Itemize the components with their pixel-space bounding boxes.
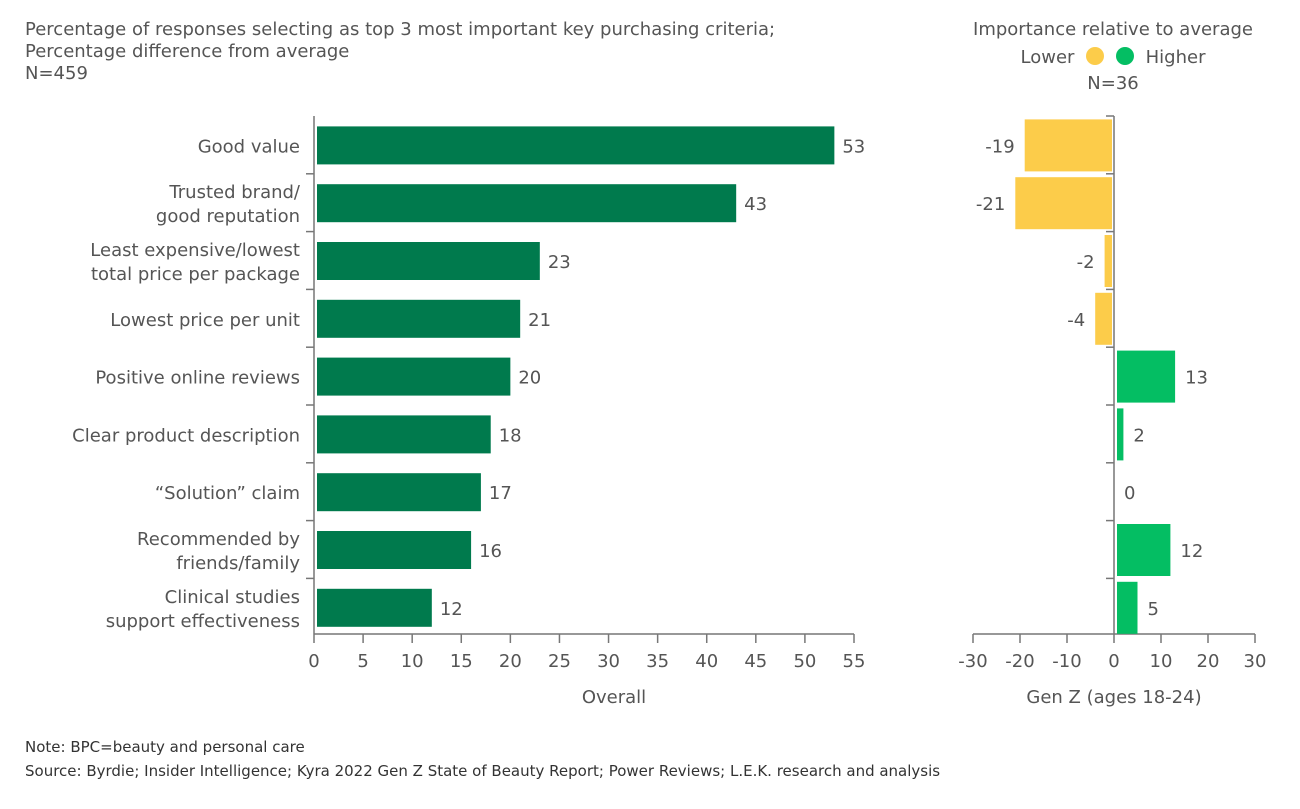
gen-z-bar-value: -2 [1077, 252, 1095, 273]
category-label: friends/family [176, 553, 300, 574]
left-header: Percentage of responses selecting as top… [25, 19, 775, 85]
overall-bar [317, 242, 540, 280]
footer-note: Note: BPC=beauty and personal care [25, 738, 305, 756]
gen-z-bar-value: -4 [1067, 310, 1085, 331]
gen-z-bar-lower [1015, 177, 1112, 230]
category-label: “Solution” claim [155, 483, 300, 504]
left-header-line2: Percentage difference from average [25, 41, 350, 62]
gen-z-bar-value: -21 [976, 194, 1005, 215]
right-x-tick-label: 0 [1108, 651, 1119, 672]
left-x-tick-label: 5 [357, 651, 368, 672]
category-label: Positive online reviews [95, 368, 300, 389]
gen-z-bar-lower [1104, 235, 1112, 287]
gen-z-bar-lower [1024, 119, 1112, 172]
left-x-tick-label: 55 [843, 651, 866, 672]
gen-z-bar-value: 13 [1185, 368, 1208, 389]
legend: Lower Higher [940, 47, 1286, 69]
category-label: Clear product description [72, 425, 300, 446]
left-x-tick-label: 15 [450, 651, 473, 672]
overall-bar [317, 473, 481, 512]
overall-bar-value: 16 [479, 541, 502, 562]
right-header-n: N=36 [1087, 73, 1139, 94]
overall-bar [317, 357, 511, 396]
overall-bar-value: 18 [499, 425, 522, 446]
right-x-tick-label: -30 [958, 651, 987, 672]
overall-bar-value: 20 [518, 368, 541, 389]
overall-bar-value: 53 [842, 136, 865, 157]
overall-bar [317, 588, 432, 627]
category-label: Good value [198, 136, 300, 157]
gen-z-bar-lower [1095, 292, 1112, 345]
legend-lower-dot [1086, 47, 1105, 65]
category-label: Least expensive/lowest [90, 240, 300, 261]
right-x-tick-label: -10 [1052, 651, 1081, 672]
footer-source: Source: Byrdie; Insider Intelligence; Ky… [25, 762, 941, 780]
overall-bar [317, 531, 472, 569]
overall-bar-value: 21 [528, 310, 551, 331]
category-label: Clinical studies [165, 587, 300, 608]
gen-z-bar-higher [1117, 581, 1138, 634]
left-x-axis-label: Overall [582, 687, 646, 708]
gen-z-bar-value: -19 [985, 136, 1014, 157]
right-header: Importance relative to average Lower Hig… [940, 19, 1286, 95]
overall-bar-value: 43 [744, 194, 767, 215]
category-label: Trusted brand/ [168, 182, 301, 203]
legend-higher-label: Higher [1145, 47, 1206, 68]
left-header-line1: Percentage of responses selecting as top… [25, 19, 776, 40]
gen-z-bar-higher [1117, 524, 1171, 576]
right-x-tick-label: 30 [1244, 651, 1267, 672]
overall-bar [317, 126, 835, 165]
right-x-tick-label: 10 [1150, 651, 1173, 672]
category-label: support effectiveness [106, 611, 300, 632]
overall-bar [317, 415, 491, 454]
overall-bar [317, 184, 737, 223]
left-x-tick-label: 25 [548, 651, 571, 672]
category-label: good reputation [156, 206, 300, 227]
gen-z-bar-value: 0 [1124, 483, 1135, 504]
right-x-axis-label: Gen Z (ages 18-24) [1026, 687, 1201, 708]
left-x-tick-label: 0 [308, 651, 319, 672]
overall-bar-value: 23 [548, 252, 571, 273]
gen-z-bar-value: 2 [1133, 425, 1144, 446]
left-x-tick-label: 20 [499, 651, 522, 672]
left-x-tick-label: 35 [646, 651, 669, 672]
category-label: Recommended by [137, 529, 300, 550]
left-header-n: N=459 [25, 63, 88, 84]
right-x-tick-label: -20 [1005, 651, 1034, 672]
legend-lower-label: Lower [1020, 47, 1075, 68]
gen-z-bar-value: 12 [1180, 541, 1203, 562]
gen-z-bar-higher [1117, 350, 1176, 403]
legend-higher-dot [1115, 47, 1134, 65]
left-x-tick-label: 50 [793, 651, 816, 672]
overall-bar-value: 17 [489, 483, 512, 504]
left-x-tick-label: 10 [401, 651, 424, 672]
category-label: Lowest price per unit [110, 310, 300, 331]
gen-z-bar-value: 5 [1148, 599, 1159, 620]
left-x-tick-label: 30 [597, 651, 620, 672]
left-x-tick-label: 45 [744, 651, 767, 672]
overall-bar-value: 12 [440, 599, 463, 620]
category-label: total price per package [91, 264, 300, 285]
overall-bar [317, 299, 521, 338]
right-x-tick-label: 20 [1197, 651, 1220, 672]
right-header-title: Importance relative to average [973, 19, 1253, 40]
left-x-tick-label: 40 [695, 651, 718, 672]
gen-z-bar-higher [1117, 408, 1124, 461]
